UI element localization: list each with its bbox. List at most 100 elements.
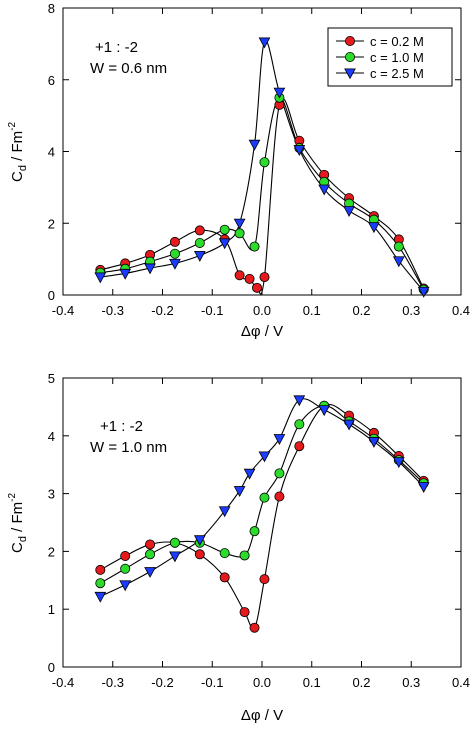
data-point — [239, 607, 250, 618]
y-tick-label: 4 — [48, 145, 55, 160]
x-tick-label: 0.0 — [253, 675, 271, 690]
data-point — [259, 492, 270, 503]
data-point — [120, 563, 131, 574]
annotation-width: W = 1.0 nm — [90, 439, 167, 456]
data-point — [243, 468, 256, 480]
data-point — [234, 228, 245, 239]
data-point — [94, 591, 107, 603]
x-tick-label: 0.4 — [452, 675, 470, 690]
data-point — [169, 236, 180, 247]
data-point — [218, 506, 231, 518]
data-point — [94, 272, 107, 284]
data-point — [318, 405, 331, 417]
series-line — [100, 405, 425, 584]
data-point — [233, 218, 246, 230]
x-tick-label: 0.1 — [303, 675, 321, 690]
series-line — [100, 398, 425, 597]
y-tick-label: 6 — [48, 73, 55, 88]
data-point — [392, 457, 405, 469]
x-tick-label: -0.3 — [102, 675, 124, 690]
legend-label: c = 0.2 M — [370, 34, 424, 49]
data-point — [393, 241, 404, 252]
data-point — [194, 549, 205, 560]
data-point — [258, 451, 271, 463]
y-axis-title: Cd / Fm-2 — [7, 493, 29, 553]
data-point — [234, 270, 245, 281]
x-axis-title: Δφ / V — [241, 707, 283, 724]
data-point — [273, 434, 286, 445]
data-point — [273, 87, 286, 99]
legend-label: c = 1.0 M — [370, 50, 424, 65]
data-point — [119, 268, 132, 280]
data-point — [274, 491, 285, 502]
data-point — [169, 551, 181, 563]
x-tick-label: 0.4 — [452, 303, 470, 318]
x-tick-label: 0.2 — [352, 675, 370, 690]
data-point — [145, 549, 156, 560]
data-point — [169, 248, 180, 259]
data-point — [294, 441, 305, 452]
data-point — [368, 437, 380, 448]
y-tick-label: 1 — [48, 602, 55, 617]
x-tick-label: 0.0 — [253, 303, 271, 318]
data-point — [293, 395, 306, 407]
data-point — [193, 250, 206, 262]
y-tick-label: 2 — [48, 216, 55, 231]
data-point — [119, 580, 132, 592]
x-tick-label: -0.2 — [151, 303, 173, 318]
data-point — [219, 572, 230, 583]
data-point — [252, 282, 263, 293]
y-tick-label: 8 — [48, 1, 55, 16]
data-point — [417, 482, 430, 493]
data-point — [249, 241, 260, 252]
chart-panel-bottom: -0.4 -0.3 -0.2 -0.1 0.0 0.1 0.2 0.3 0.4 0 1 2 3 4 5 Δφ… — [7, 371, 470, 724]
x-tick-label: 0.1 — [303, 303, 321, 318]
data-point — [95, 564, 106, 575]
x-tick-label: 0.3 — [402, 303, 420, 318]
x-tick-label: -0.1 — [201, 303, 223, 318]
legend-label: c = 2.5 M — [370, 66, 424, 81]
y-tick-label: 5 — [48, 371, 55, 386]
data-point — [233, 486, 246, 498]
x-tick-label: -0.4 — [52, 675, 74, 690]
data-point — [169, 258, 181, 270]
x-tick-label: 0.2 — [352, 303, 370, 318]
y-tick-label: 0 — [48, 288, 55, 303]
y-tick-label: 0 — [48, 660, 55, 675]
data-point — [248, 139, 261, 151]
data-point — [239, 550, 250, 561]
data-point — [249, 526, 260, 537]
data-point — [259, 574, 270, 585]
y-tick-label: 3 — [48, 487, 55, 502]
y-tick-label: 4 — [48, 429, 55, 444]
data-point — [259, 272, 270, 283]
data-point — [218, 238, 231, 250]
data-point — [274, 468, 285, 479]
x-tick-label: 0.3 — [402, 675, 420, 690]
data-point — [219, 548, 230, 559]
annotation-width: W = 0.6 nm — [90, 60, 167, 77]
y-axis-title: Cd / Fm-2 — [7, 122, 29, 182]
data-point — [294, 419, 305, 430]
data-point — [120, 551, 131, 562]
data-point — [194, 225, 205, 236]
data-point — [293, 145, 306, 157]
data-point — [343, 419, 355, 431]
chart-panel-top: -0.4 -0.3 -0.2 -0.1 0.0 0.1 0.2 0.3 0.4 0 2 4 6 8 Δφ … — [7, 1, 470, 340]
legend-marker — [344, 68, 356, 80]
series-line — [100, 97, 425, 290]
x-tick-label: -0.1 — [201, 675, 223, 690]
data-point — [417, 286, 430, 298]
y-tick-label: 2 — [48, 544, 55, 559]
data-point — [219, 224, 230, 235]
legend-marker — [344, 52, 355, 63]
data-point — [194, 237, 205, 248]
data-point — [249, 622, 260, 633]
data-point — [244, 273, 255, 284]
x-axis-title: Δφ / V — [241, 323, 283, 340]
x-tick-label: -0.4 — [52, 303, 74, 318]
legend-marker — [344, 36, 355, 47]
data-point — [318, 184, 331, 196]
x-tick-label: -0.3 — [102, 303, 124, 318]
